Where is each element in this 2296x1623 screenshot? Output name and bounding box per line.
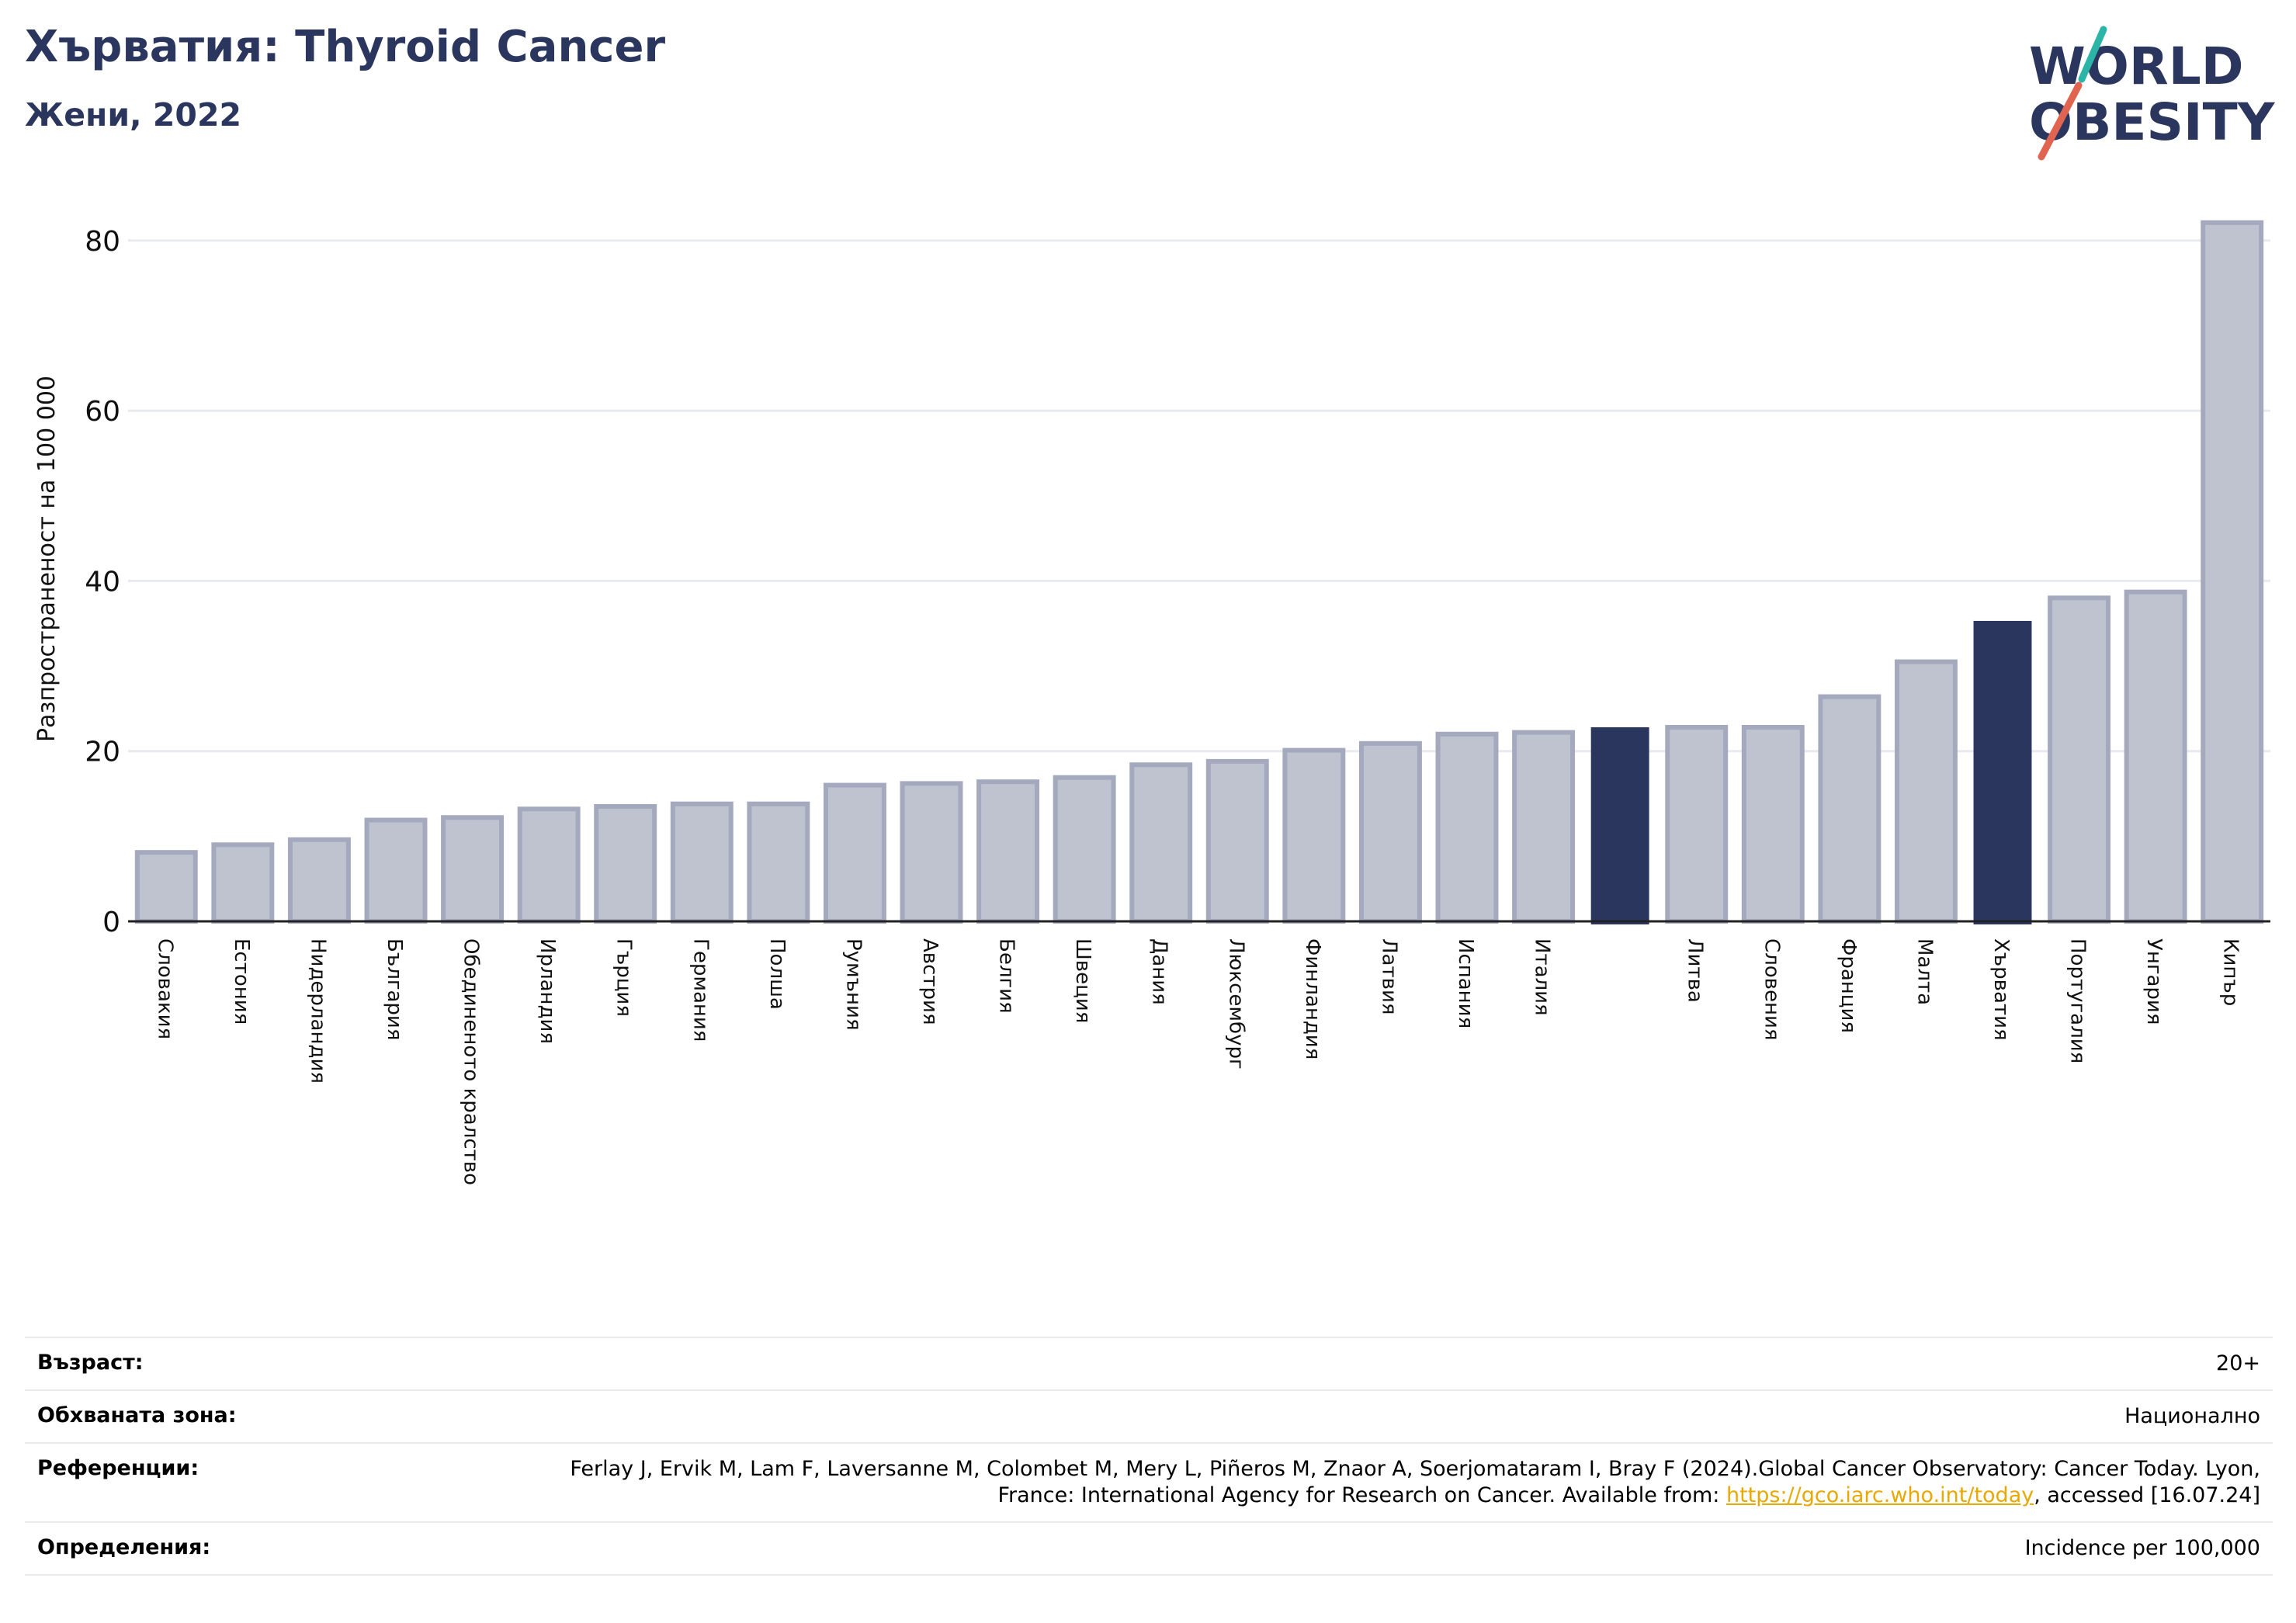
bar — [364, 817, 428, 924]
x-tick-label: Обединеното кралство — [460, 938, 483, 1185]
bar — [517, 806, 581, 924]
y-tick-label: 60 — [85, 396, 120, 428]
bars — [134, 220, 2264, 924]
info-value-references: Ferlay J, Ervik M, Lam F, Laversanne M, … — [553, 1456, 2260, 1509]
info-key-definitions: Определения: — [37, 1535, 211, 1559]
x-tick-label: Ирландия — [536, 938, 559, 1044]
bar — [2201, 220, 2264, 924]
x-tick-label: Полша — [765, 938, 789, 1010]
x-tick-label: Литва — [1684, 938, 1707, 1003]
bar — [1741, 725, 1805, 924]
info-value-age: 20+ — [2216, 1351, 2260, 1375]
bar — [1894, 659, 1958, 924]
y-axis-ticks: 0 20 40 60 80 — [85, 226, 120, 938]
bar — [1053, 775, 1116, 924]
reference-accessed: , accessed [16.07.24] — [2034, 1483, 2260, 1507]
bar — [670, 801, 734, 924]
info-row-references: Референции: Ferlay J, Ervik M, Lam F, La… — [25, 1442, 2273, 1521]
bar — [1973, 620, 2032, 924]
x-tick-label: Румъния — [841, 938, 865, 1031]
y-tick-label: 40 — [85, 566, 120, 598]
x-axis-labels: Словакия Естония Нидерландия България Обедин… — [153, 938, 2242, 1185]
bar — [1282, 747, 1346, 924]
x-tick-label: Хърватия — [1989, 938, 2013, 1041]
bar — [1435, 731, 1499, 924]
chart-subtitle: Жени, 2022 — [25, 96, 242, 134]
bar — [1818, 694, 1882, 924]
bar — [134, 850, 198, 924]
info-value-area: Национално — [2124, 1404, 2260, 1428]
x-tick-label: Унгария — [2142, 938, 2166, 1025]
x-tick-label: Малта — [1913, 938, 1936, 1005]
bar — [1129, 762, 1193, 924]
x-tick-label: Австрия — [918, 938, 942, 1025]
bar — [747, 801, 810, 924]
y-tick-label: 20 — [85, 737, 120, 768]
bar — [900, 781, 963, 924]
x-tick-label: Франция — [1836, 938, 1860, 1033]
bar — [1665, 725, 1729, 924]
x-tick-label: Кипър — [2219, 938, 2242, 1006]
info-row-age: Възраст: 20+ — [25, 1337, 2273, 1389]
x-tick-label: Швеция — [1071, 938, 1094, 1023]
x-tick-label: Италия — [1531, 938, 1554, 1016]
info-row-definitions: Определения: Incidence per 100,000 — [25, 1521, 2273, 1576]
x-tick-label: Финландия — [1301, 938, 1324, 1059]
bar — [1590, 727, 1649, 924]
x-tick-label: Испания — [1454, 938, 1477, 1028]
world-obesity-logo: WORLD OBESITY — [2029, 26, 2276, 161]
bar — [441, 815, 505, 924]
info-key-references: Референции: — [37, 1456, 199, 1480]
y-tick-label: 80 — [85, 226, 120, 258]
reference-text: Ferlay J, Ervik M, Lam F, Laversanne M, … — [570, 1457, 2260, 1507]
x-tick-label: Естония — [230, 938, 253, 1025]
bar — [976, 779, 1040, 924]
bar — [2048, 595, 2111, 924]
info-table: Възраст: 20+ Обхваната зона: Национално … — [25, 1337, 2273, 1576]
info-key-age: Възраст: — [37, 1351, 144, 1375]
x-tick-label: Гърция — [612, 938, 636, 1017]
bar — [2124, 589, 2187, 924]
bar — [1205, 758, 1269, 924]
bar — [287, 837, 351, 924]
x-tick-label: Португалия — [2066, 938, 2090, 1063]
reference-link[interactable]: https://gco.iarc.who.int/today — [1725, 1483, 2034, 1507]
y-axis-label: Разпространеност на 100 000 — [33, 376, 61, 742]
info-value-definitions: Incidence per 100,000 — [2024, 1536, 2260, 1560]
x-tick-label: Белгия — [995, 938, 1018, 1014]
x-tick-label: Люксембург — [1224, 938, 1247, 1070]
info-row-area: Обхваната зона: Национално — [25, 1389, 2273, 1442]
bar — [823, 782, 886, 924]
info-key-area: Обхваната зона: — [37, 1403, 237, 1427]
bar — [1512, 730, 1576, 924]
chart-title: Хърватия: Thyroid Cancer — [25, 22, 666, 72]
y-tick-label: 0 — [102, 907, 120, 938]
x-tick-label: Дания — [1148, 938, 1171, 1005]
logo-slash-red — [2038, 81, 2083, 161]
logo-slash-teal — [2078, 26, 2107, 83]
x-tick-label: Германия — [688, 938, 712, 1042]
bar — [211, 842, 275, 924]
bar — [594, 803, 657, 924]
x-tick-label: Нидерландия — [306, 938, 329, 1084]
x-tick-label: България — [383, 938, 406, 1040]
x-tick-label: Словения — [1760, 938, 1783, 1041]
x-tick-label: Латвия — [1377, 938, 1400, 1015]
logo-line1: WORLD — [2029, 36, 2244, 96]
bar — [1358, 740, 1422, 924]
bar-chart: 0 20 40 60 80 Словакия Естония Нидерландия Бълг… — [33, 220, 2270, 1185]
x-tick-label: Словакия — [153, 938, 176, 1039]
